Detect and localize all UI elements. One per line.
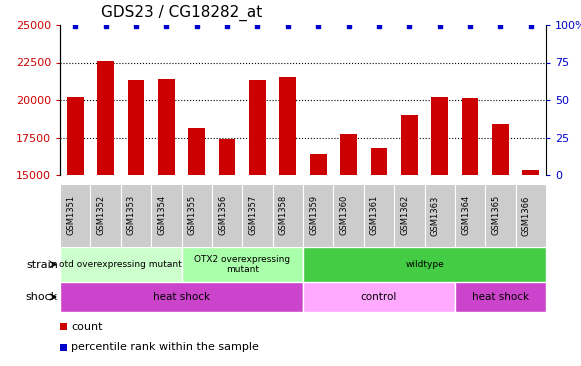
Bar (60, 344, 67, 351)
Bar (455, 282, 546, 312)
Bar (492, 124, 509, 175)
Bar (333, 184, 364, 247)
Bar (128, 81, 144, 175)
Text: GSM1365: GSM1365 (492, 195, 500, 235)
Bar (121, 184, 151, 247)
Text: OTX2 overexpressing
mutant: OTX2 overexpressing mutant (194, 255, 290, 274)
Text: wildtype: wildtype (405, 260, 444, 269)
Bar (462, 98, 478, 175)
Bar (394, 184, 425, 247)
Bar (249, 81, 266, 175)
Point (465, 23, 475, 29)
Text: GSM1356: GSM1356 (218, 195, 227, 235)
Text: heat shock: heat shock (472, 292, 529, 302)
Point (404, 23, 414, 29)
Text: GSM1362: GSM1362 (400, 195, 409, 235)
Bar (303, 184, 333, 247)
Bar (455, 184, 485, 247)
Point (223, 23, 232, 29)
Bar (515, 184, 546, 247)
Text: GSM1363: GSM1363 (431, 195, 440, 235)
Bar (340, 134, 357, 175)
Point (101, 23, 110, 29)
Bar (97, 61, 114, 175)
Text: GSM1360: GSM1360 (339, 195, 349, 235)
Point (374, 23, 383, 29)
Bar (188, 128, 205, 175)
Point (435, 23, 444, 29)
Bar (303, 247, 546, 282)
Text: strain: strain (26, 259, 58, 269)
Bar (67, 97, 84, 175)
Text: GSM1353: GSM1353 (127, 195, 136, 235)
Point (283, 23, 292, 29)
Text: heat shock: heat shock (153, 292, 210, 302)
Text: GSM1352: GSM1352 (96, 195, 106, 235)
Text: otd overexpressing mutant: otd overexpressing mutant (59, 260, 182, 269)
Text: control: control (361, 292, 397, 302)
Bar (303, 282, 455, 312)
Text: count: count (71, 322, 102, 332)
Bar (242, 184, 272, 247)
Text: GSM1366: GSM1366 (522, 195, 531, 235)
Text: shock: shock (26, 292, 58, 302)
Text: GSM1355: GSM1355 (188, 195, 197, 235)
Bar (60, 323, 67, 330)
Bar (371, 148, 388, 175)
Point (526, 23, 536, 29)
Text: GSM1358: GSM1358 (279, 195, 288, 235)
Bar (212, 184, 242, 247)
Bar (151, 184, 181, 247)
Bar (431, 97, 448, 175)
Text: GSM1364: GSM1364 (461, 195, 470, 235)
Bar (218, 139, 235, 175)
Bar (91, 184, 121, 247)
Point (131, 23, 141, 29)
Text: GDS23 / CG18282_at: GDS23 / CG18282_at (101, 5, 262, 21)
Bar (485, 184, 515, 247)
Bar (181, 247, 303, 282)
Bar (522, 171, 539, 175)
Point (253, 23, 262, 29)
Bar (181, 184, 212, 247)
Point (344, 23, 353, 29)
Text: GSM1359: GSM1359 (309, 195, 318, 235)
Bar (60, 282, 303, 312)
Bar (60, 184, 91, 247)
Text: GSM1351: GSM1351 (66, 195, 75, 235)
Point (162, 23, 171, 29)
Text: GSM1361: GSM1361 (370, 195, 379, 235)
Bar (364, 184, 394, 247)
Bar (272, 184, 303, 247)
Point (496, 23, 505, 29)
Bar (401, 115, 418, 175)
Bar (425, 184, 455, 247)
Text: GSM1354: GSM1354 (157, 195, 166, 235)
Bar (310, 154, 327, 175)
Text: GSM1357: GSM1357 (249, 195, 257, 235)
Point (314, 23, 323, 29)
Bar (279, 78, 296, 175)
Text: percentile rank within the sample: percentile rank within the sample (71, 342, 259, 352)
Bar (60, 247, 181, 282)
Point (70, 23, 80, 29)
Point (192, 23, 202, 29)
Bar (158, 79, 175, 175)
